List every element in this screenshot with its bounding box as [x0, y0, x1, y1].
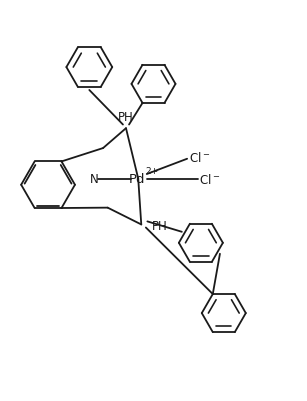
Text: N: N [90, 173, 98, 186]
Text: 2+: 2+ [146, 166, 158, 175]
Text: Cl$^-$: Cl$^-$ [199, 172, 221, 186]
Text: Pd: Pd [128, 173, 145, 186]
Text: PH: PH [118, 110, 134, 124]
Text: Cl$^-$: Cl$^-$ [188, 151, 210, 165]
Text: PH: PH [152, 220, 168, 233]
